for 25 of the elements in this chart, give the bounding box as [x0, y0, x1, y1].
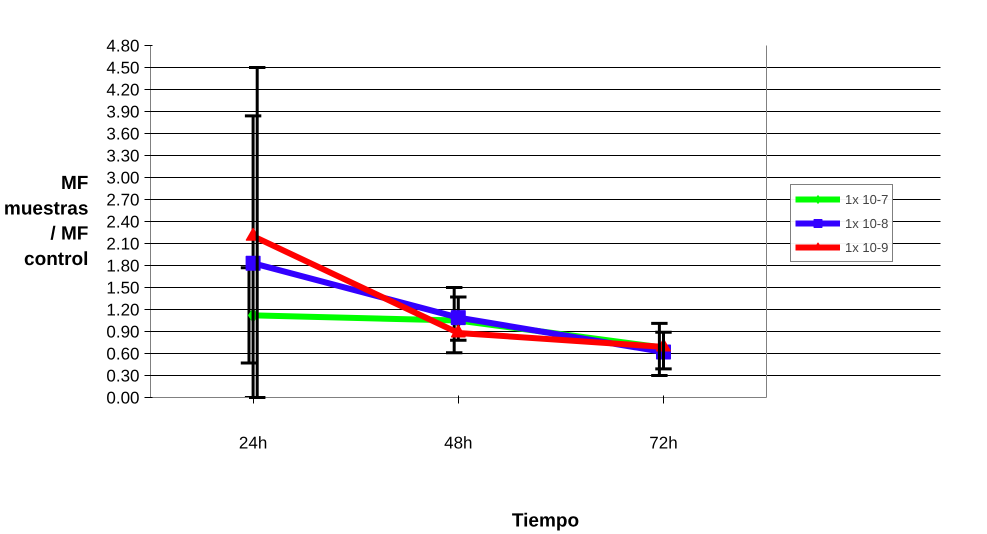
y-tick-label: 0.30 — [106, 366, 140, 386]
y-tick-label: 1.80 — [106, 256, 140, 276]
y-tick-label: 3.30 — [106, 146, 140, 166]
x-tick-label: 72h — [649, 434, 678, 452]
y-tick-label: 0.60 — [106, 344, 140, 364]
y-tick-label: 2.70 — [106, 190, 140, 210]
y-tick-label: 1.20 — [106, 300, 140, 320]
x-tick-label: 48h — [444, 434, 472, 452]
legend-label: 1x 10-8 — [845, 216, 888, 230]
y-tick-label: 4.50 — [106, 58, 140, 78]
y-tick-label: 4.80 — [106, 36, 140, 56]
x-axis-title: Tiempo — [512, 510, 580, 532]
x-tick-label: 24h — [238, 434, 268, 452]
legend-label: 1x 10-9 — [845, 240, 888, 254]
y-tick-label: 2.40 — [106, 212, 140, 232]
y-tick-label: 2.10 — [106, 234, 140, 254]
y-axis-title: MF muestras / MF control — [4, 173, 88, 270]
legend-label: 1x 10-7 — [845, 192, 888, 206]
y-tick-label: 0.90 — [106, 322, 140, 342]
y-tick-label: 3.90 — [106, 102, 140, 122]
y-tick-label: 3.00 — [106, 168, 140, 188]
y-tick-label: 3.60 — [106, 124, 140, 144]
y-tick-label: 4.20 — [106, 80, 140, 100]
y-tick-label: 1.50 — [106, 278, 140, 298]
y-tick-label: 0.00 — [106, 388, 140, 408]
